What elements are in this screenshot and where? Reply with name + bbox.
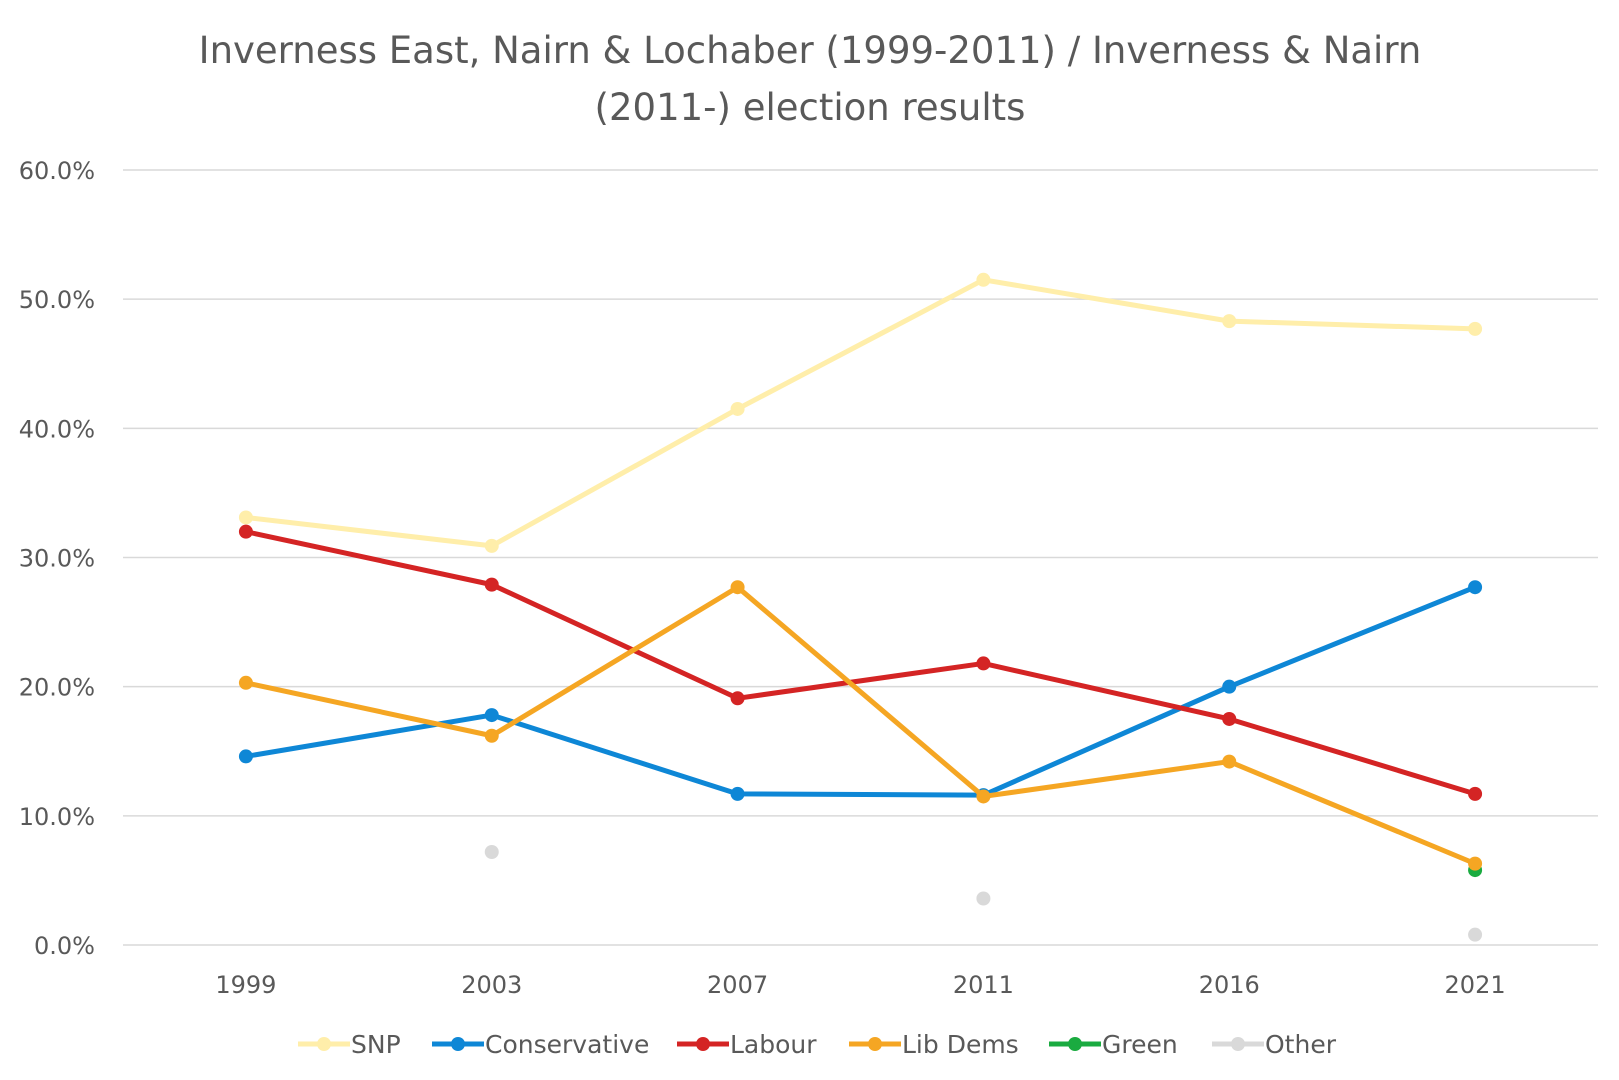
- chart-title-line2: (2011-) election results: [595, 86, 1026, 129]
- legend-label: SNP: [351, 1030, 401, 1059]
- data-point-snp: [976, 272, 991, 287]
- x-tick-label: 2003: [461, 971, 522, 999]
- legend-item-green: Green: [1049, 1030, 1178, 1059]
- legend-label: Conservative: [485, 1030, 649, 1059]
- series-lines: [238, 272, 1483, 942]
- chart-title-line1: Inverness East, Nairn & Lochaber (1999-2…: [199, 29, 1422, 72]
- data-point-lib-dems: [1468, 856, 1483, 871]
- data-point-labour: [976, 656, 991, 671]
- data-point-snp: [238, 510, 253, 525]
- data-point-conservative: [1222, 679, 1237, 694]
- y-tick-label: 20.0%: [19, 674, 95, 702]
- data-point-labour: [238, 524, 253, 539]
- legend-swatch-marker: [868, 1037, 882, 1051]
- data-point-other: [976, 891, 991, 906]
- x-tick-label: 2011: [953, 971, 1014, 999]
- series-other: [484, 845, 1483, 942]
- series-conservative: [238, 580, 1483, 803]
- data-point-lib-dems: [1222, 754, 1237, 769]
- legend-label: Other: [1265, 1030, 1337, 1059]
- legend-item-lib-dems: Lib Dems: [849, 1030, 1019, 1059]
- legend-label: Lib Dems: [902, 1030, 1019, 1059]
- legend-item-snp: SNP: [298, 1030, 401, 1059]
- y-axis-ticks: 0.0% 10.0% 20.0% 30.0% 40.0% 50.0% 60.0%: [19, 157, 95, 960]
- legend: SNP Conservative Labour Lib Dems Green Other: [298, 1030, 1337, 1059]
- legend-item-labour: Labour: [677, 1030, 817, 1059]
- series-labour: [238, 524, 1483, 801]
- data-point-conservative: [238, 749, 253, 764]
- x-tick-label: 2007: [707, 971, 768, 999]
- data-point-labour: [1468, 786, 1483, 801]
- x-tick-label: 2021: [1445, 971, 1506, 999]
- gridlines: [123, 169, 1598, 946]
- data-point-snp: [730, 401, 745, 416]
- x-tick-label: 2016: [1199, 971, 1260, 999]
- legend-swatch-marker: [317, 1037, 331, 1051]
- legend-swatch-marker: [1231, 1037, 1245, 1051]
- data-point-lib-dems: [976, 789, 991, 804]
- series-snp: [238, 272, 1483, 553]
- data-point-lib-dems: [484, 728, 499, 743]
- series-line-lib-dems: [243, 584, 1478, 867]
- y-tick-label: 30.0%: [19, 545, 95, 573]
- legend-swatch-marker: [696, 1037, 710, 1051]
- legend-swatch-marker: [1068, 1037, 1082, 1051]
- y-tick-label: 50.0%: [19, 286, 95, 314]
- x-tick-label: 1999: [215, 971, 276, 999]
- data-point-labour: [730, 691, 745, 706]
- data-point-lib-dems: [238, 675, 253, 690]
- legend-item-other: Other: [1212, 1030, 1337, 1059]
- series-line-labour: [243, 529, 1478, 797]
- legend-label: Labour: [730, 1030, 817, 1059]
- data-point-conservative: [1468, 580, 1483, 595]
- data-point-labour: [1222, 711, 1237, 726]
- legend-label: Green: [1102, 1030, 1178, 1059]
- data-point-labour: [484, 577, 499, 592]
- data-point-other: [1468, 927, 1483, 942]
- series-line-snp: [243, 277, 1478, 549]
- data-point-conservative: [730, 786, 745, 801]
- data-point-snp: [1222, 314, 1237, 329]
- x-axis-ticks: 1999 2003 2007 2011 2016 2021: [215, 971, 1505, 999]
- legend-swatch-marker: [451, 1037, 465, 1051]
- y-tick-label: 0.0%: [34, 932, 95, 960]
- data-point-lib-dems: [730, 580, 745, 595]
- data-point-snp: [1468, 321, 1483, 336]
- y-tick-label: 60.0%: [19, 157, 95, 185]
- y-tick-label: 40.0%: [19, 415, 95, 443]
- y-tick-label: 10.0%: [19, 803, 95, 831]
- series-line-conservative: [243, 584, 1478, 798]
- legend-item-conservative: Conservative: [432, 1030, 649, 1059]
- data-point-conservative: [484, 708, 499, 723]
- series-lib-dems: [238, 580, 1483, 871]
- data-point-other: [484, 845, 499, 859]
- data-point-snp: [484, 538, 499, 553]
